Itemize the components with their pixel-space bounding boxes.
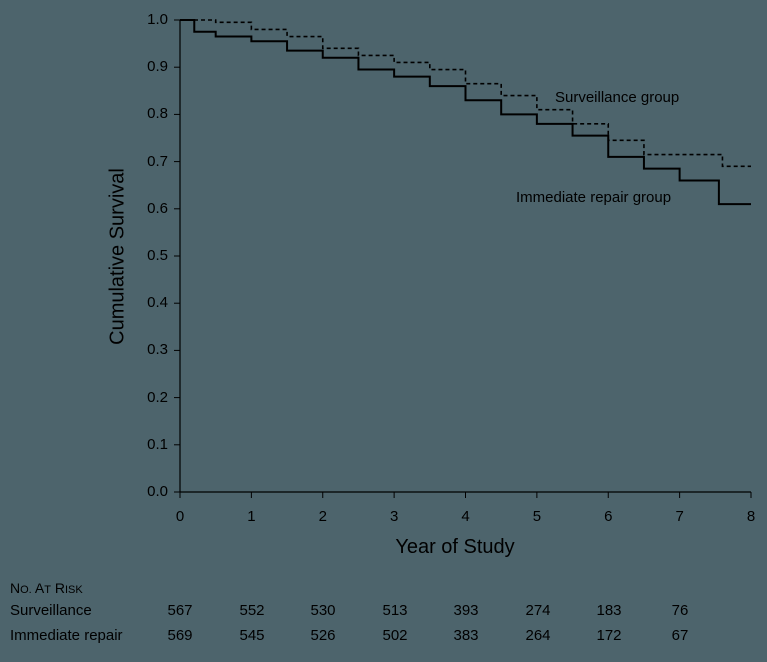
at-risk-row-surveillance-label: Surveillance	[10, 602, 92, 619]
y-tick-label: 0.1	[147, 435, 168, 453]
at-risk-value: 264	[525, 627, 551, 644]
x-tick-label: 0	[175, 508, 185, 525]
y-tick-label: 0.4	[147, 294, 168, 312]
immediate-repair-annotation: Immediate repair group	[516, 189, 672, 206]
at-risk-value: 172	[596, 627, 622, 644]
at-risk-value: 530	[310, 602, 336, 619]
x-tick-label: 4	[461, 508, 470, 525]
x-tick-label: 1	[247, 508, 256, 525]
x-tick-label: 8	[746, 508, 756, 525]
at-risk-value: 76	[671, 602, 689, 619]
at-risk-value: 274	[525, 602, 551, 619]
at-risk-value: 513	[382, 602, 408, 619]
y-tick-label: 0.3	[147, 341, 168, 359]
at-risk-row-repair-label: Immediate repair	[10, 627, 123, 644]
at-risk-value: 545	[239, 627, 265, 644]
x-tick-label: 5	[532, 508, 542, 525]
at-risk-value: 67	[671, 627, 689, 644]
y-tick-label: 0.5	[147, 247, 168, 264]
x-tick-label: 6	[604, 508, 613, 525]
surveillance-group-annotation: Surveillance group	[555, 89, 680, 106]
y-tick-label: 0.9	[147, 58, 168, 76]
x-axis-label: Year of Study	[395, 536, 515, 558]
y-axis-label: Cumulative Survival	[106, 168, 129, 345]
x-tick-label: 2	[318, 508, 327, 525]
at-risk-value: 393	[453, 602, 479, 619]
x-tick-label: 3	[389, 508, 399, 525]
y-tick-label: 0.0	[147, 483, 168, 500]
at-risk-title: NO. AT RISK	[10, 580, 83, 596]
at-risk-value: 569	[167, 627, 193, 644]
y-tick-label: 0.8	[147, 105, 168, 123]
x-tick-label: 7	[675, 508, 684, 525]
at-risk-value: 502	[382, 627, 408, 644]
surveillance-curve	[180, 19, 751, 168]
y-tick-label: 0.7	[147, 152, 168, 170]
at-risk-value: 526	[310, 627, 336, 644]
at-risk-value: 552	[239, 602, 265, 619]
y-tick-label: 0.6	[147, 199, 168, 217]
at-risk-value: 383	[453, 627, 479, 644]
at-risk-value: 183	[596, 602, 622, 619]
y-tick-label: 0.2	[147, 388, 168, 406]
at-risk-value: 567	[167, 602, 193, 619]
immediate-repair-curve	[180, 19, 751, 206]
y-tick-label: 1.0	[147, 11, 168, 28]
